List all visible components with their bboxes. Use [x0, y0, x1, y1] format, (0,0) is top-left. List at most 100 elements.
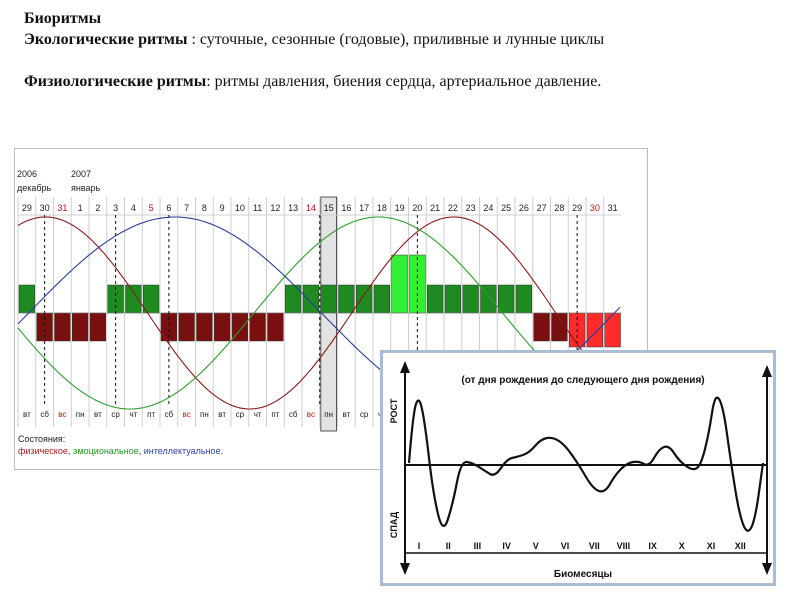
day-number: 4 [131, 203, 136, 213]
state-bar [604, 312, 621, 348]
day-number: 19 [395, 203, 405, 213]
weekday-label: вт [23, 410, 31, 419]
weekday-label: вс [58, 410, 66, 419]
day-number: 3 [113, 203, 118, 213]
day-number: 24 [483, 203, 493, 213]
weekday-label: пн [76, 410, 85, 419]
biorhythm-curve [407, 396, 765, 532]
state-bar [444, 284, 461, 314]
biomonth-caption: (от дня рождения до следующего дня рожде… [461, 375, 704, 386]
state-bar [320, 284, 337, 314]
calendar-chart: 29 30 31 1 2 3 4 5 6 7 8 9 10 11 12 13 14 15 16 17 18 19 20 21 2… [17, 196, 622, 432]
fall-label: СПАД [389, 511, 399, 538]
day-number: 5 [149, 203, 154, 213]
state-bar [427, 284, 444, 314]
month-label: X [679, 541, 685, 551]
day-number: 14 [306, 203, 316, 213]
physical-curve [17, 216, 621, 410]
state-bar [462, 284, 479, 314]
day-number: 18 [377, 203, 387, 213]
day-number: 28 [554, 203, 564, 213]
year-right: 2007 [71, 169, 92, 179]
legend-states: физическое, эмоциональное, интеллектуаль… [18, 446, 223, 456]
header-text: Биоритмы Экологические ритмы : суточные,… [24, 8, 784, 92]
legend-title: Состояния: [18, 434, 66, 444]
weekday-label: сб [165, 410, 174, 419]
weekday-label: вт [343, 410, 351, 419]
day-number: 22 [448, 203, 458, 213]
biomonth-chart: (от дня рождения до следующего дня рожде… [380, 350, 776, 586]
weekday-label: чт [129, 410, 137, 419]
month-label: XI [707, 541, 716, 551]
state-bar [356, 284, 373, 314]
weekday-label: вс [307, 410, 315, 419]
state-bar [178, 312, 195, 342]
month-label: VII [589, 541, 600, 551]
day-number: 31 [608, 203, 618, 213]
day-number: 1 [78, 203, 83, 213]
day-number: 17 [359, 203, 369, 213]
weekday-label: вс [183, 410, 191, 419]
phys-label: Физиологические ритмы [24, 73, 207, 90]
weekday-label: пн [324, 410, 333, 419]
y-axis-arrow-up [400, 361, 410, 373]
weekday-label: ср [111, 410, 120, 419]
rise-label: РОСТ [389, 398, 399, 423]
state-bar [143, 284, 160, 314]
legend-sep-1: , [67, 446, 73, 456]
state-bar [338, 284, 355, 314]
state-bar [302, 284, 319, 314]
state-bar [89, 312, 106, 342]
legend-end: . [220, 446, 224, 456]
right-axis-arrow-up [762, 365, 772, 377]
y-axis-arrow-down [400, 563, 410, 575]
weekday-label: вт [94, 410, 102, 419]
day-number: 2 [95, 203, 100, 213]
emotional-curve [17, 216, 621, 410]
day-number: 12 [270, 203, 280, 213]
day-number: 9 [220, 203, 225, 213]
weekday-label: сб [289, 410, 298, 419]
state-bar [196, 312, 213, 342]
month-right: январь [71, 183, 101, 193]
state-bar [267, 312, 284, 342]
x-axis-label: Биомесяцы [554, 569, 612, 580]
month-label: II [446, 541, 451, 551]
eco-line: Экологические ритмы : суточные, сезонные… [24, 29, 784, 50]
day-number: 8 [202, 203, 207, 213]
state-bar [586, 312, 603, 348]
weekday-label: ср [360, 410, 369, 419]
state-bar [515, 284, 532, 314]
legend-intellectual: интеллектуальное [143, 446, 221, 456]
weekday-label: сб [40, 410, 49, 419]
state-bar [54, 312, 71, 342]
biomonth-svg: (от дня рождения до следующего дня рожде… [389, 361, 772, 580]
day-number: 30 [40, 203, 50, 213]
day-number: 25 [501, 203, 511, 213]
month-left: декабрь [17, 183, 52, 193]
month-label: VIII [617, 541, 631, 551]
day-number: 21 [430, 203, 440, 213]
day-number: 29 [22, 203, 32, 213]
day-number: 27 [537, 203, 547, 213]
day-number: 10 [235, 203, 245, 213]
weekday-label: пт [271, 410, 279, 419]
month-label: I [418, 541, 421, 551]
month-label: IX [648, 541, 657, 551]
state-bar [498, 284, 515, 314]
day-number: 30 [590, 203, 600, 213]
weekday-label: пн [200, 410, 209, 419]
day-number: 20 [412, 203, 422, 213]
day-number: 13 [288, 203, 298, 213]
legend-sep-2: , [138, 446, 144, 456]
legend-emotional: эмоциональное [72, 446, 139, 456]
day-number: 16 [341, 203, 351, 213]
eco-label: Экологические ритмы [24, 31, 188, 48]
state-bar [373, 284, 390, 314]
month-label: XII [735, 541, 746, 551]
year-left: 2006 [17, 169, 38, 179]
state-bar [391, 254, 408, 314]
day-number: 7 [184, 203, 189, 213]
month-label: III [474, 541, 482, 551]
weekday-label: ср [236, 410, 245, 419]
